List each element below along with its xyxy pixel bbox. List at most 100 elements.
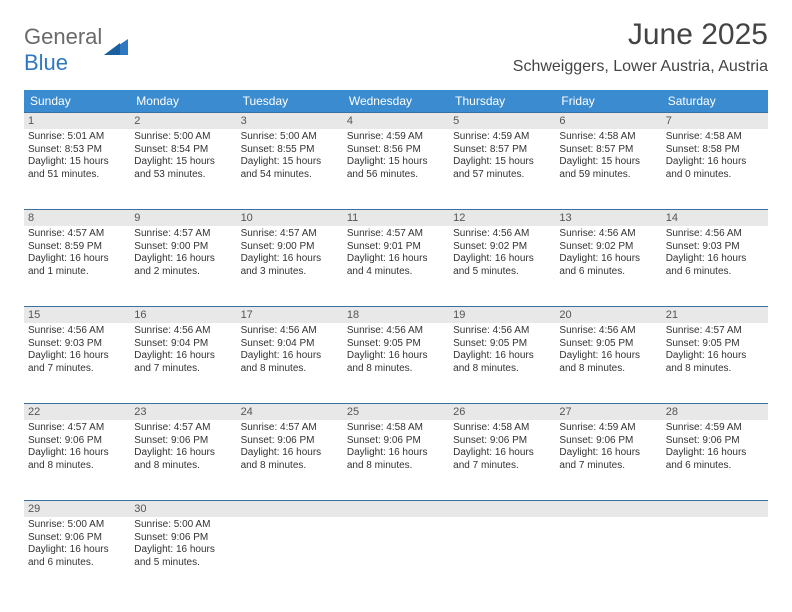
daylight-line: Daylight: 16 hours and 8 minutes. — [134, 447, 232, 472]
daylight-line: Daylight: 16 hours and 8 minutes. — [241, 447, 339, 472]
day-cell: Sunrise: 4:58 AMSunset: 9:06 PMDaylight:… — [343, 420, 449, 490]
month-title: June 2025 — [513, 18, 768, 52]
daylight-line: Daylight: 16 hours and 2 minutes. — [134, 253, 232, 278]
dow-cell: Wednesday — [343, 90, 449, 112]
sunrise-line: Sunrise: 4:57 AM — [28, 422, 126, 435]
day-number: 23 — [130, 404, 236, 420]
day-cell: Sunrise: 4:56 AMSunset: 9:05 PMDaylight:… — [343, 323, 449, 393]
week-body-row: Sunrise: 4:56 AMSunset: 9:03 PMDaylight:… — [24, 323, 768, 393]
day-cell: Sunrise: 4:59 AMSunset: 9:06 PMDaylight:… — [662, 420, 768, 490]
day-cell: Sunrise: 4:56 AMSunset: 9:03 PMDaylight:… — [24, 323, 130, 393]
day-number: 1 — [24, 113, 130, 129]
day-cell: Sunrise: 5:00 AMSunset: 8:54 PMDaylight:… — [130, 129, 236, 199]
day-cell: Sunrise: 4:59 AMSunset: 8:57 PMDaylight:… — [449, 129, 555, 199]
daylight-line: Daylight: 16 hours and 1 minute. — [28, 253, 126, 278]
sunset-line: Sunset: 9:05 PM — [666, 338, 764, 351]
sunset-line: Sunset: 9:06 PM — [241, 435, 339, 448]
sunrise-line: Sunrise: 5:00 AM — [28, 519, 126, 532]
day-cell: Sunrise: 4:57 AMSunset: 9:06 PMDaylight:… — [237, 420, 343, 490]
daylight-line: Daylight: 16 hours and 7 minutes. — [559, 447, 657, 472]
daylight-line: Daylight: 15 hours and 59 minutes. — [559, 156, 657, 181]
sunrise-line: Sunrise: 4:57 AM — [241, 228, 339, 241]
sunrise-line: Sunrise: 5:00 AM — [241, 131, 339, 144]
day-cell: Sunrise: 4:57 AMSunset: 9:05 PMDaylight:… — [662, 323, 768, 393]
sunrise-line: Sunrise: 4:56 AM — [559, 325, 657, 338]
day-number: 11 — [343, 210, 449, 226]
day-number: 10 — [237, 210, 343, 226]
dow-cell: Friday — [555, 90, 661, 112]
day-cell: Sunrise: 4:56 AMSunset: 9:03 PMDaylight:… — [662, 226, 768, 296]
sunrise-line: Sunrise: 4:58 AM — [559, 131, 657, 144]
sunset-line: Sunset: 9:06 PM — [28, 532, 126, 545]
sunset-line: Sunset: 9:05 PM — [453, 338, 551, 351]
day-number: 15 — [24, 307, 130, 323]
sunrise-line: Sunrise: 5:01 AM — [28, 131, 126, 144]
sunset-line: Sunset: 9:00 PM — [241, 241, 339, 254]
sunset-line: Sunset: 8:57 PM — [559, 144, 657, 157]
day-cell: Sunrise: 4:56 AMSunset: 9:05 PMDaylight:… — [449, 323, 555, 393]
sunset-line: Sunset: 8:58 PM — [666, 144, 764, 157]
day-cell: Sunrise: 5:00 AMSunset: 9:06 PMDaylight:… — [24, 517, 130, 587]
day-cell: Sunrise: 5:01 AMSunset: 8:53 PMDaylight:… — [24, 129, 130, 199]
title-block: June 2025 Schweiggers, Lower Austria, Au… — [513, 18, 768, 76]
day-number: 14 — [662, 210, 768, 226]
calendar: SundayMondayTuesdayWednesdayThursdayFrid… — [24, 90, 768, 587]
week-daynum-row: 22232425262728 — [24, 403, 768, 420]
sunrise-line: Sunrise: 4:57 AM — [347, 228, 445, 241]
sunrise-line: Sunrise: 4:59 AM — [347, 131, 445, 144]
day-cell: Sunrise: 4:57 AMSunset: 9:00 PMDaylight:… — [237, 226, 343, 296]
sunset-line: Sunset: 9:06 PM — [347, 435, 445, 448]
daylight-line: Daylight: 16 hours and 8 minutes. — [666, 350, 764, 375]
day-cell: Sunrise: 4:59 AMSunset: 9:06 PMDaylight:… — [555, 420, 661, 490]
sunrise-line: Sunrise: 4:58 AM — [347, 422, 445, 435]
day-number: 17 — [237, 307, 343, 323]
day-cell: Sunrise: 4:58 AMSunset: 9:06 PMDaylight:… — [449, 420, 555, 490]
day-number-empty — [237, 501, 343, 517]
sunset-line: Sunset: 9:01 PM — [347, 241, 445, 254]
daylight-line: Daylight: 16 hours and 4 minutes. — [347, 253, 445, 278]
daylight-line: Daylight: 16 hours and 8 minutes. — [559, 350, 657, 375]
sunrise-line: Sunrise: 4:57 AM — [666, 325, 764, 338]
day-cell: Sunrise: 4:58 AMSunset: 8:57 PMDaylight:… — [555, 129, 661, 199]
daylight-line: Daylight: 16 hours and 5 minutes. — [453, 253, 551, 278]
daylight-line: Daylight: 16 hours and 8 minutes. — [28, 447, 126, 472]
weeks-container: 1234567Sunrise: 5:01 AMSunset: 8:53 PMDa… — [24, 112, 768, 587]
day-number: 20 — [555, 307, 661, 323]
sunset-line: Sunset: 9:04 PM — [241, 338, 339, 351]
sunset-line: Sunset: 8:59 PM — [28, 241, 126, 254]
day-number: 2 — [130, 113, 236, 129]
week-body-row: Sunrise: 5:00 AMSunset: 9:06 PMDaylight:… — [24, 517, 768, 587]
day-cell: Sunrise: 4:56 AMSunset: 9:04 PMDaylight:… — [237, 323, 343, 393]
day-cell: Sunrise: 4:56 AMSunset: 9:05 PMDaylight:… — [555, 323, 661, 393]
sunrise-line: Sunrise: 4:56 AM — [134, 325, 232, 338]
day-cell-empty — [343, 517, 449, 587]
sunset-line: Sunset: 9:05 PM — [347, 338, 445, 351]
sunset-line: Sunset: 9:00 PM — [134, 241, 232, 254]
day-number: 4 — [343, 113, 449, 129]
week-daynum-row: 891011121314 — [24, 209, 768, 226]
daylight-line: Daylight: 15 hours and 51 minutes. — [28, 156, 126, 181]
day-number: 13 — [555, 210, 661, 226]
day-cell-empty — [662, 517, 768, 587]
day-of-week-header: SundayMondayTuesdayWednesdayThursdayFrid… — [24, 90, 768, 112]
day-number: 6 — [555, 113, 661, 129]
sunset-line: Sunset: 8:56 PM — [347, 144, 445, 157]
day-number: 27 — [555, 404, 661, 420]
day-cell: Sunrise: 4:57 AMSunset: 9:06 PMDaylight:… — [130, 420, 236, 490]
sunrise-line: Sunrise: 4:56 AM — [559, 228, 657, 241]
daylight-line: Daylight: 15 hours and 53 minutes. — [134, 156, 232, 181]
sunrise-line: Sunrise: 4:56 AM — [241, 325, 339, 338]
sunrise-line: Sunrise: 5:00 AM — [134, 519, 232, 532]
sunrise-line: Sunrise: 4:56 AM — [347, 325, 445, 338]
daylight-line: Daylight: 16 hours and 6 minutes. — [666, 447, 764, 472]
week-body-row: Sunrise: 4:57 AMSunset: 8:59 PMDaylight:… — [24, 226, 768, 296]
day-number-empty — [343, 501, 449, 517]
dow-cell: Sunday — [24, 90, 130, 112]
day-cell-empty — [449, 517, 555, 587]
daylight-line: Daylight: 16 hours and 7 minutes. — [28, 350, 126, 375]
day-number-empty — [662, 501, 768, 517]
day-number: 8 — [24, 210, 130, 226]
daylight-line: Daylight: 16 hours and 3 minutes. — [241, 253, 339, 278]
day-cell: Sunrise: 4:59 AMSunset: 8:56 PMDaylight:… — [343, 129, 449, 199]
week-daynum-row: 15161718192021 — [24, 306, 768, 323]
